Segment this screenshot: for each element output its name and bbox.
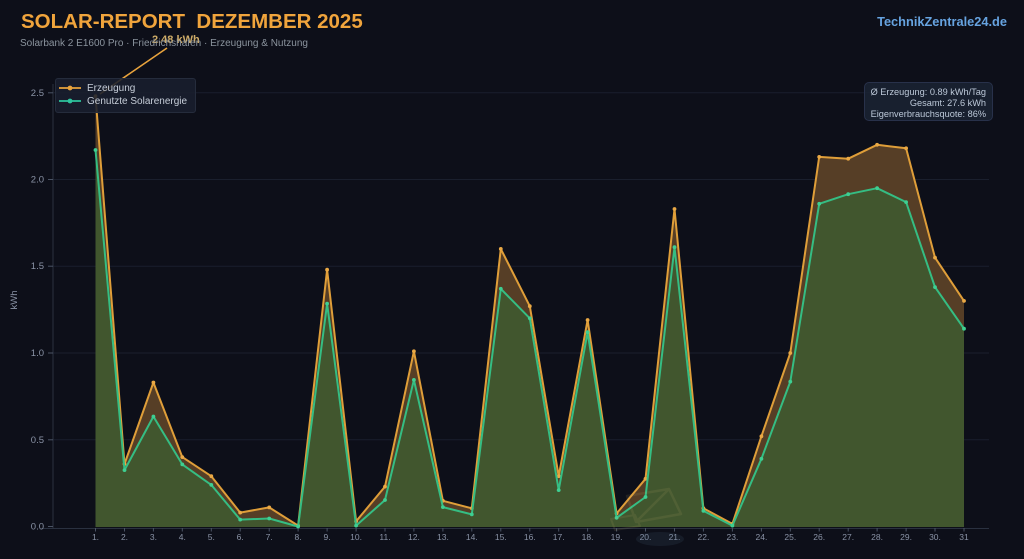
svg-text:24.: 24.: [755, 532, 767, 542]
svg-text:4.: 4.: [179, 532, 186, 542]
svg-text:7.: 7.: [266, 532, 273, 542]
svg-text:3.: 3.: [150, 532, 157, 542]
svg-text:31: 31: [959, 532, 969, 542]
svg-text:12.: 12.: [408, 532, 420, 542]
svg-text:21.: 21.: [669, 532, 681, 542]
svg-text:2.0: 2.0: [31, 175, 44, 186]
svg-text:1.: 1.: [92, 532, 99, 542]
svg-text:14.: 14.: [466, 532, 478, 542]
svg-text:11.: 11.: [379, 532, 390, 542]
svg-text:5.: 5.: [208, 532, 215, 542]
svg-text:17.: 17.: [553, 532, 565, 542]
svg-text:8.: 8.: [295, 532, 302, 542]
svg-text:2.5: 2.5: [31, 88, 44, 99]
svg-text:15.: 15.: [495, 532, 507, 542]
svg-text:kWh: kWh: [9, 291, 20, 310]
svg-text:22.: 22.: [697, 532, 709, 542]
svg-text:9.: 9.: [324, 532, 331, 542]
svg-text:0.5: 0.5: [31, 435, 44, 446]
svg-text:0.0: 0.0: [31, 522, 44, 533]
svg-text:2.: 2.: [121, 532, 128, 542]
svg-text:19.: 19.: [611, 532, 623, 542]
svg-text:18.: 18.: [582, 532, 594, 542]
svg-text:23.: 23.: [726, 532, 738, 542]
svg-text:10.: 10.: [350, 532, 362, 542]
svg-text:16.: 16.: [524, 532, 536, 542]
svg-text:2.48 kWh: 2.48 kWh: [152, 34, 200, 46]
svg-text:29.: 29.: [900, 532, 912, 542]
svg-text:1.5: 1.5: [31, 261, 44, 272]
svg-text:25.: 25.: [784, 532, 796, 542]
svg-text:1.0: 1.0: [31, 348, 44, 359]
svg-text:13.: 13.: [437, 532, 449, 542]
svg-text:6.: 6.: [237, 532, 244, 542]
svg-text:28.: 28.: [871, 532, 883, 542]
svg-text:26.: 26.: [813, 532, 825, 542]
svg-text:20.: 20.: [640, 532, 652, 542]
svg-text:27.: 27.: [842, 532, 854, 542]
svg-text:30.: 30.: [929, 532, 941, 542]
